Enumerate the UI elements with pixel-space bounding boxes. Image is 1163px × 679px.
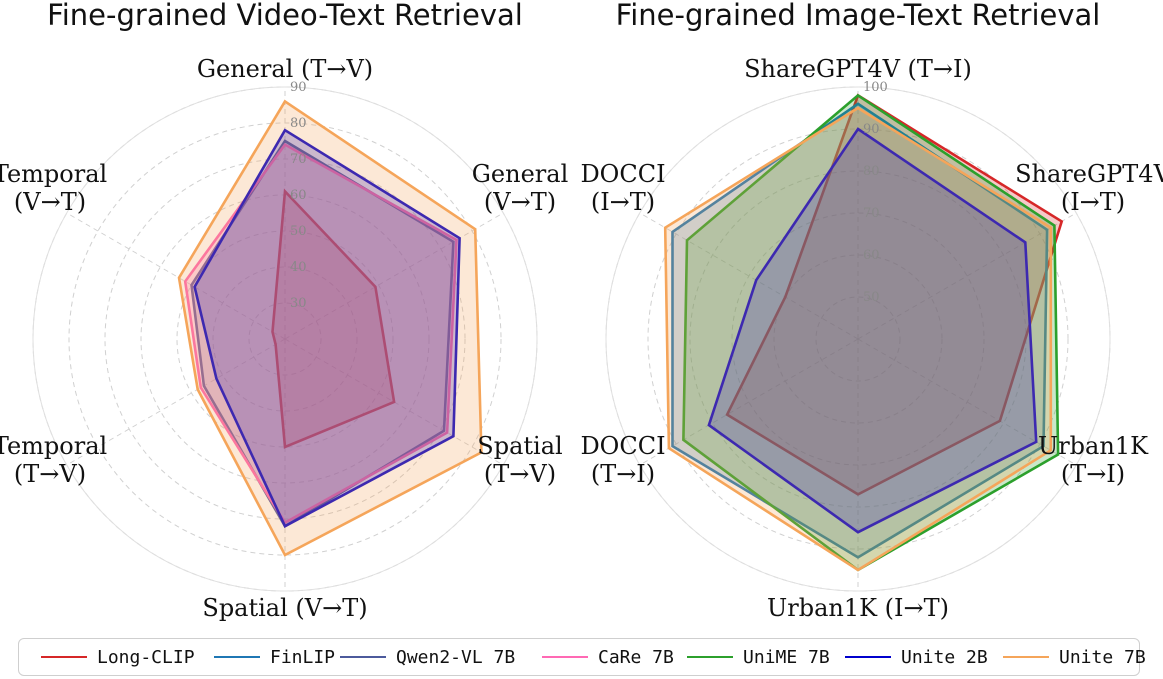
chart-title: Fine-grained Video-Text Retrieval	[47, 0, 523, 32]
chart-title: Fine-grained Image-Text Retrieval	[616, 0, 1101, 32]
grid-ring	[815, 296, 901, 382]
outer-ring	[32, 86, 538, 592]
legend-label: Unite 7B	[1059, 646, 1146, 668]
tick-label: 80	[863, 164, 880, 179]
series-long-clip	[271, 188, 396, 449]
grid-spoke	[857, 338, 1077, 466]
image-text-radar-chart: Fine-grained Image-Text Retrieval 50 60 70…	[580, 0, 1163, 622]
legend-label: UniME 7B	[743, 646, 830, 668]
grid-spoke	[66, 338, 286, 466]
legend-swatch	[1003, 656, 1049, 658]
grid-spoke	[66, 212, 286, 340]
axis-label: General (T→V)	[197, 55, 373, 83]
series-finlip	[671, 102, 1049, 559]
axis-label: Spatial (T→V)	[477, 432, 562, 488]
grid-spoke	[857, 212, 1077, 340]
series-unite-2b	[193, 128, 461, 528]
legend-swatch	[845, 656, 891, 658]
grid-ring	[647, 128, 1069, 550]
legend-item-qwen2-vl-7b: Qwen2-VL 7B	[340, 639, 515, 675]
legend-swatch	[214, 656, 260, 658]
video-text-radar-chart: Fine-grained Video-Text Retrieval 30 40 50…	[0, 0, 568, 622]
axis-label: DOCCI (I→T)	[580, 160, 665, 216]
legend-item-unime-7b: UniME 7B	[687, 639, 830, 675]
axis-label: General (V→T)	[472, 160, 569, 216]
legend-label: FinLIP	[270, 646, 336, 668]
legend-swatch	[41, 656, 87, 658]
axis-label: ShareGPT4V (T→I)	[744, 55, 972, 83]
series-unite-7b	[663, 106, 1053, 572]
legend-item-finlip: FinLIP	[214, 639, 335, 675]
tick-label: 40	[290, 260, 307, 275]
legend-swatch	[340, 656, 386, 658]
grid-ring	[731, 212, 985, 466]
series-care-7b	[183, 142, 458, 525]
grid-ring	[773, 254, 943, 424]
radar-grid	[605, 86, 1111, 592]
tick-label: 90	[290, 80, 307, 95]
grid-spoke	[639, 338, 859, 466]
legend-label: CaRe 7B	[598, 646, 674, 668]
legend-swatch	[542, 656, 588, 658]
legend-label: Qwen2-VL 7B	[396, 646, 516, 668]
legend-label: Unite 2B	[901, 646, 988, 668]
tick-label: 60	[863, 248, 880, 263]
tick-label: 70	[290, 152, 307, 167]
axis-label: ShareGPT4V (I→T)	[1015, 160, 1163, 216]
legend-item-care-7b: CaRe 7B	[542, 639, 674, 675]
axis-label: DOCCI (T→I)	[580, 432, 665, 488]
outer-ring	[605, 86, 1111, 592]
series-long-clip	[725, 93, 1064, 496]
axis-label: Temporal (T→V)	[0, 432, 107, 488]
series-unite-7b	[177, 99, 483, 557]
grid-spoke	[639, 212, 859, 340]
tick-label: 80	[290, 116, 307, 131]
legend-swatch	[687, 656, 733, 658]
axis-label: Temporal (V→T)	[0, 160, 107, 216]
tick-label: 50	[863, 290, 880, 305]
axis-label: Urban1K (T→I)	[1038, 432, 1149, 488]
chart-legend: Long-CLIP FinLIP Qwen2-VL 7B CaRe 7B Uni…	[18, 638, 1146, 676]
tick-label: 60	[290, 188, 307, 203]
tick-label: 30	[290, 296, 307, 311]
tick-label: 90	[863, 122, 880, 137]
legend-label: Long-CLIP	[97, 646, 195, 668]
legend-item-unite-2b: Unite 2B	[845, 639, 988, 675]
grid-spoke	[284, 212, 504, 340]
tick-label: 100	[863, 80, 888, 95]
tick-label: 70	[863, 206, 880, 221]
axis-label: Spatial (V→T)	[202, 594, 367, 622]
series-unite-2b	[707, 127, 1038, 534]
radar-grid	[32, 86, 538, 592]
axis-label: Urban1K (I→T)	[767, 594, 949, 622]
tick-label: 50	[290, 224, 307, 239]
legend-item-unite-7b: Unite 7B	[1003, 639, 1146, 675]
legend-item-long-clip: Long-CLIP	[41, 639, 195, 675]
